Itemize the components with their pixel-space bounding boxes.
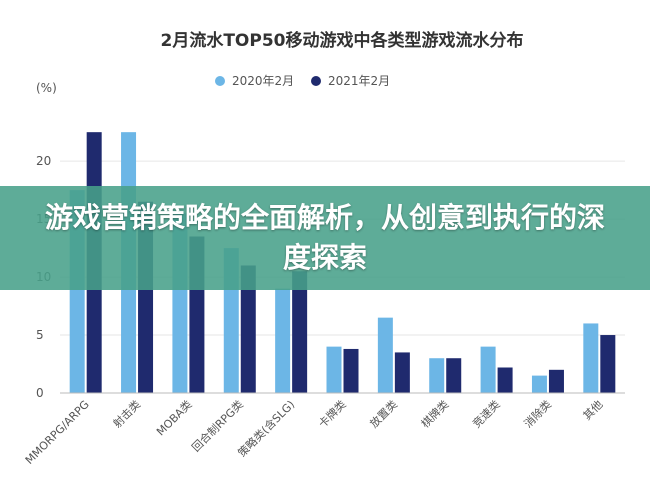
chart-title: 2月流水TOP50移动游戏中各类型游戏流水分布: [161, 30, 524, 51]
bar: [497, 367, 513, 393]
bar: [394, 352, 410, 393]
bar: [429, 358, 445, 393]
bar: [548, 369, 564, 393]
x-tick-label: 其他: [581, 398, 606, 423]
bar: [446, 358, 462, 393]
bar: [480, 346, 496, 393]
bar: [583, 323, 599, 393]
legend-label: 2020年2月: [232, 74, 294, 88]
bar: [292, 271, 308, 393]
legend-marker: [215, 76, 225, 86]
legend-marker: [311, 76, 321, 86]
y-tick-label: 20: [36, 154, 51, 168]
bar: [531, 375, 547, 393]
bar: [600, 335, 616, 393]
legend-label: 2021年2月: [328, 74, 390, 88]
bar: [240, 265, 256, 393]
x-tick-label: 竞速类: [469, 397, 502, 430]
y-axis-unit-label: (%): [36, 81, 57, 95]
headline-banner: 游戏营销策略的全面解析，从创意到执行的深度探索: [0, 186, 650, 290]
x-tick-label: 卡牌类: [315, 397, 348, 430]
x-tick-label: 棋牌类: [418, 397, 451, 430]
bar: [377, 317, 393, 393]
x-tick-label: MOBA类: [153, 397, 194, 438]
y-tick-label: 0: [36, 386, 44, 400]
bar: [326, 346, 342, 393]
x-tick-label: 消除类: [521, 397, 554, 430]
x-tick-label: MMORPG/ARPG: [23, 398, 92, 467]
x-tick-label: 射击类: [110, 397, 143, 430]
legend: 2020年2月 2021年2月: [215, 74, 390, 88]
bar: [343, 348, 359, 393]
bar: [275, 288, 291, 393]
x-tick-label: 放置类: [367, 397, 400, 430]
x-tick-label: 回合制RPG类: [189, 397, 246, 454]
y-tick-label: 5: [36, 328, 44, 342]
headline-text: 游戏营销策略的全面解析，从创意到执行的深度探索: [45, 201, 606, 274]
